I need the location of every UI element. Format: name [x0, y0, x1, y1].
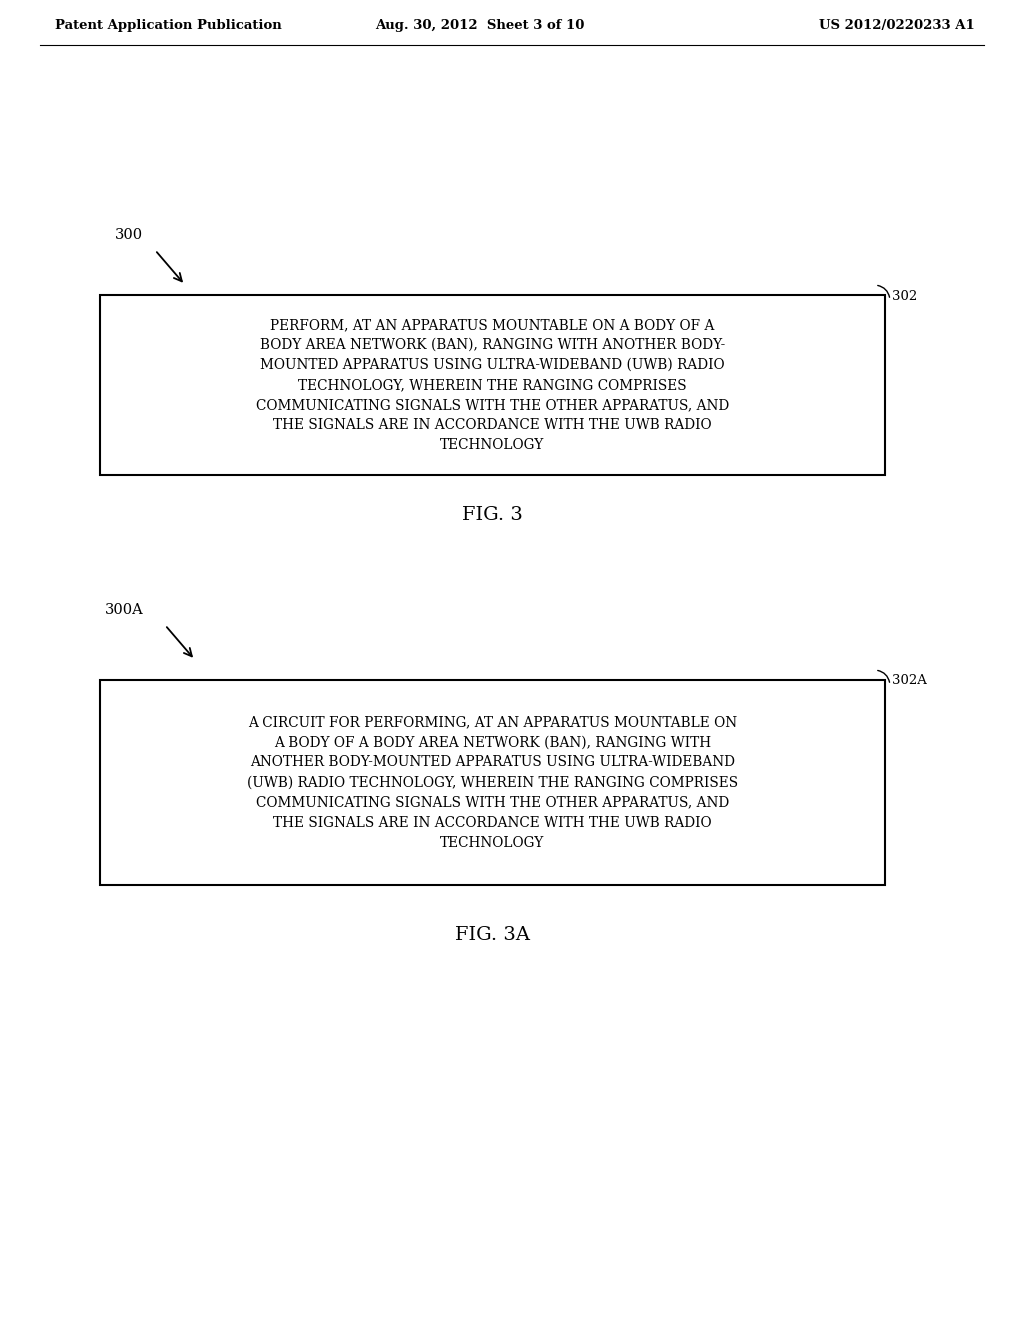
- Text: Aug. 30, 2012  Sheet 3 of 10: Aug. 30, 2012 Sheet 3 of 10: [376, 18, 585, 32]
- Text: FIG. 3: FIG. 3: [462, 506, 523, 524]
- Text: 302: 302: [892, 289, 918, 302]
- Text: US 2012/0220233 A1: US 2012/0220233 A1: [819, 18, 975, 32]
- Bar: [100, 294, 885, 475]
- Text: FIG. 3A: FIG. 3A: [455, 927, 530, 944]
- Text: Patent Application Publication: Patent Application Publication: [55, 18, 282, 32]
- Text: PERFORM, AT AN APPARATUS MOUNTABLE ON A BODY OF A
BODY AREA NETWORK (BAN), RANGI: PERFORM, AT AN APPARATUS MOUNTABLE ON A …: [256, 318, 729, 453]
- Bar: [100, 680, 885, 884]
- Text: 300A: 300A: [105, 603, 143, 616]
- Text: 300: 300: [115, 228, 143, 242]
- Text: A CIRCUIT FOR PERFORMING, AT AN APPARATUS MOUNTABLE ON
A BODY OF A BODY AREA NET: A CIRCUIT FOR PERFORMING, AT AN APPARATU…: [247, 715, 738, 850]
- Text: 302A: 302A: [892, 675, 927, 688]
